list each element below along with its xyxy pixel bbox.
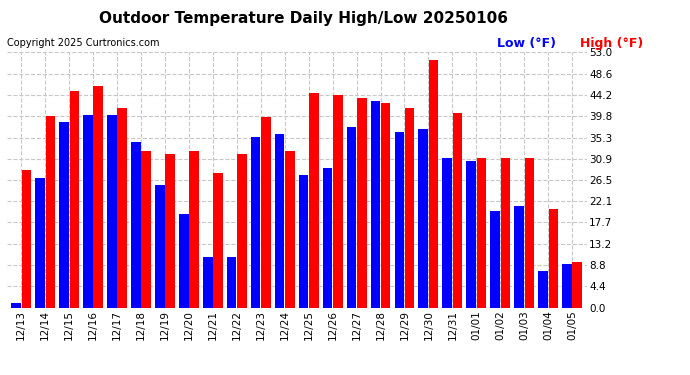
Text: High (°F): High (°F): [580, 38, 643, 51]
Bar: [395, 132, 404, 308]
Bar: [213, 173, 223, 308]
Text: Copyright 2025 Curtronics.com: Copyright 2025 Curtronics.com: [7, 38, 159, 48]
Bar: [203, 257, 213, 307]
Bar: [107, 115, 117, 308]
Bar: [323, 168, 333, 308]
Bar: [538, 272, 548, 308]
Bar: [155, 185, 165, 308]
Bar: [237, 153, 247, 308]
Bar: [59, 122, 69, 308]
Bar: [46, 116, 55, 308]
Bar: [453, 112, 462, 308]
Bar: [141, 151, 151, 308]
Bar: [501, 158, 510, 308]
Bar: [466, 161, 476, 308]
Bar: [166, 153, 175, 308]
Bar: [179, 214, 188, 308]
Bar: [357, 98, 366, 308]
Bar: [477, 158, 486, 308]
Bar: [309, 93, 319, 308]
Bar: [131, 141, 141, 308]
Bar: [21, 170, 31, 308]
Bar: [514, 207, 524, 308]
Bar: [35, 178, 45, 308]
Bar: [189, 151, 199, 308]
Bar: [333, 95, 342, 308]
Bar: [299, 175, 308, 308]
Text: Outdoor Temperature Daily High/Low 20250106: Outdoor Temperature Daily High/Low 20250…: [99, 11, 508, 26]
Bar: [11, 303, 21, 307]
Bar: [573, 262, 582, 308]
Bar: [381, 103, 391, 308]
Bar: [93, 86, 103, 308]
Bar: [524, 158, 534, 308]
Text: Low (°F): Low (°F): [497, 38, 556, 51]
Bar: [117, 108, 127, 308]
Bar: [562, 264, 572, 308]
Bar: [346, 127, 356, 308]
Bar: [285, 151, 295, 308]
Bar: [251, 137, 260, 308]
Bar: [549, 209, 558, 308]
Bar: [261, 117, 270, 308]
Bar: [419, 129, 428, 308]
Bar: [275, 134, 284, 308]
Bar: [405, 108, 415, 308]
Bar: [70, 91, 79, 308]
Bar: [491, 211, 500, 308]
Bar: [442, 158, 452, 308]
Bar: [83, 115, 92, 308]
Bar: [371, 100, 380, 308]
Bar: [428, 60, 438, 308]
Bar: [227, 257, 237, 307]
